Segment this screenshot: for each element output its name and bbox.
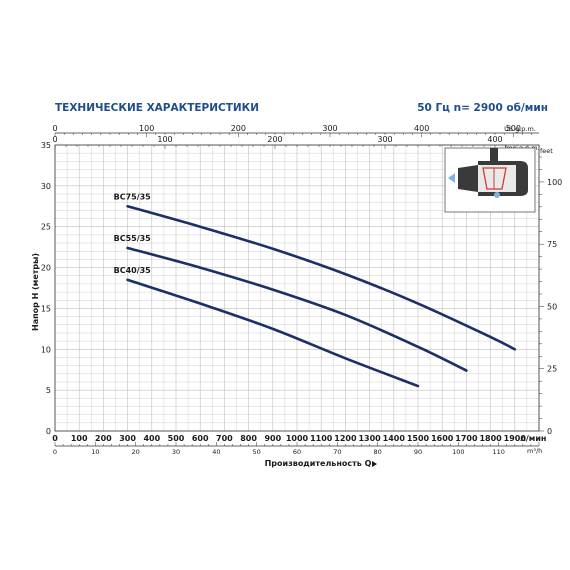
- x-tick-label: 100: [71, 434, 88, 443]
- x-tick-label: 1500: [407, 434, 430, 443]
- m3h-ticks: 0 10 20 30 40 50 60 70 80 90 100 110: [53, 442, 540, 456]
- m3h-tick-label: 60: [293, 448, 301, 456]
- x-tick-label: 1200: [334, 434, 357, 443]
- us-gpm-tick-label: 200: [231, 124, 246, 133]
- x-tick-label: 1300: [358, 434, 381, 443]
- x-tick-label: 800: [240, 434, 257, 443]
- y-tick-label: 0: [46, 427, 51, 436]
- series-bc75-35: BC75/35: [114, 192, 517, 351]
- m3h-tick-label: 0: [53, 448, 57, 456]
- pump-schematic-icon: [444, 147, 536, 213]
- us-gpm-tick-label: 400: [414, 124, 429, 133]
- m3h-axis: 0 10 20 30 40 50 60 70 80 90 100 110 m³/h: [53, 442, 542, 456]
- x-tick-label: 300: [119, 434, 136, 443]
- x-tick-label: 1100: [310, 434, 333, 443]
- x-tick-label: 900: [264, 434, 281, 443]
- y-tick-label: 30: [41, 182, 51, 191]
- series: BC75/35 BC55/35 BC40/35: [114, 192, 517, 388]
- series-line: [126, 278, 420, 388]
- x-tick-label: 1900: [504, 434, 527, 443]
- feet-tick-label: 75: [547, 240, 557, 249]
- x-tick-label: 1400: [383, 434, 406, 443]
- y-tick-label: 20: [41, 264, 51, 273]
- series-label: BC75/35: [114, 192, 152, 201]
- x-tick-label: 0: [52, 434, 58, 443]
- us-gpm-tick-label: 300: [322, 124, 337, 133]
- imp-gpm-tick-label: 100: [157, 135, 172, 144]
- m3h-tick-label: 40: [212, 448, 220, 456]
- x-tick-label: 1800: [479, 434, 502, 443]
- imp-gpm-ticks: 0 100 200 300 400: [52, 135, 540, 149]
- m3h-tick-label: 10: [91, 448, 99, 456]
- feet-tick-label: 0: [547, 427, 552, 436]
- x-axis-title: Производительность Q: [265, 459, 372, 468]
- grid: [54, 144, 540, 432]
- chart-spec: 50 Гц n= 2900 об/мин: [417, 102, 548, 114]
- m3h-tick-label: 90: [414, 448, 422, 456]
- m3h-tick-label: 80: [374, 448, 382, 456]
- series-line: [126, 246, 468, 372]
- x-tick-label: 400: [143, 434, 160, 443]
- x-tick-label: 1000: [286, 434, 309, 443]
- imp-gpm-tick-label: 300: [377, 135, 392, 144]
- m3h-tick-label: 100: [452, 448, 464, 456]
- x-axis-ticks: 0 100 200 300 400 500 600 700 800 900 1000 1100 1200…: [52, 434, 526, 443]
- y-tick-label: 15: [41, 304, 51, 313]
- feet-tick-label: 50: [547, 302, 557, 311]
- y-tick-label: 10: [41, 345, 51, 354]
- x-tick-label: 200: [95, 434, 112, 443]
- x-unit-label: л/мин: [520, 434, 546, 443]
- us-gpm-tick-label: 0: [52, 124, 57, 133]
- y-tick-label: 5: [46, 386, 51, 395]
- pump-chamber-icon: [478, 165, 516, 192]
- us-gpm-tick-label: 500: [506, 124, 521, 133]
- y-axis-title: Напор H (метры): [31, 253, 40, 331]
- feet-ticks: 0 25 50 75 100: [539, 156, 562, 436]
- inlet-arrow-icon: [448, 173, 455, 183]
- m3h-unit: m³/h: [527, 447, 542, 455]
- x-tick-label: 1600: [431, 434, 454, 443]
- y-axis-ticks: 0 5 10 15 20 25 30 35: [41, 141, 51, 436]
- us-gpm-unit: US g.p.m.: [504, 125, 536, 133]
- imp-gpm-tick-label: 400: [487, 135, 502, 144]
- flow-dot-icon: [494, 192, 500, 198]
- feet-tick-label: 100: [547, 178, 562, 187]
- m3h-tick-label: 70: [333, 448, 341, 456]
- series-bc55-35: BC55/35: [114, 234, 468, 372]
- x-tick-label: 700: [216, 434, 233, 443]
- feet-unit: feet: [540, 147, 553, 155]
- y-tick-label: 25: [41, 223, 51, 232]
- m3h-tick-label: 20: [132, 448, 140, 456]
- x-tick-label: 600: [192, 434, 209, 443]
- imp-gpm-tick-label: 0: [52, 135, 57, 144]
- series-label: BC40/35: [114, 266, 152, 275]
- x-tick-label: 500: [168, 434, 185, 443]
- series-bc40-35: BC40/35: [114, 266, 420, 388]
- series-label: BC55/35: [114, 234, 152, 243]
- us-gpm-tick-label: 100: [139, 124, 154, 133]
- us-gpm-ticks: 0 100 200 300 400 500: [52, 124, 532, 137]
- m3h-tick-label: 30: [172, 448, 180, 456]
- y-tick-label: 35: [41, 141, 51, 150]
- m3h-tick-label: 50: [253, 448, 261, 456]
- x-axis-arrow-icon: [372, 461, 377, 467]
- outlet-pipe-icon: [490, 148, 498, 162]
- m3h-tick-label: 110: [492, 448, 504, 456]
- impeller-icon: [482, 167, 507, 190]
- feet-axis: 0 25 50 75 100 feet: [539, 147, 562, 436]
- feet-tick-label: 25: [547, 365, 557, 374]
- x-tick-label: 1700: [455, 434, 478, 443]
- series-line: [126, 204, 517, 351]
- imp-gpm-tick-label: 200: [267, 135, 282, 144]
- chart-title: ТЕХНИЧЕСКИЕ ХАРАКТЕРИСТИКИ: [55, 102, 259, 114]
